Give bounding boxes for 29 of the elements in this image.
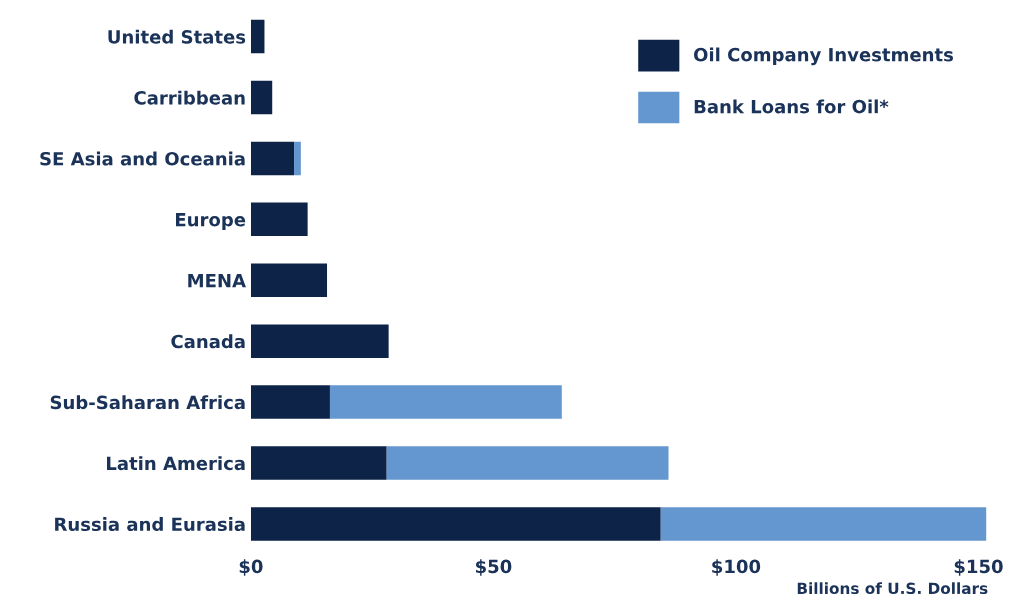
bar xyxy=(250,385,330,419)
x-tick-label: $0 xyxy=(239,559,263,576)
bar xyxy=(329,385,562,419)
bar xyxy=(294,141,301,176)
bar xyxy=(250,324,389,358)
y-tick-label: Carribbean xyxy=(134,90,245,105)
y-tick-label: Sub-Saharan Africa xyxy=(50,395,245,410)
x-axis-title: Billions of U.S. Dollars xyxy=(797,582,988,595)
y-tick-label: Russia and Eurasia xyxy=(55,517,245,532)
bar xyxy=(250,19,265,54)
bar xyxy=(250,446,387,480)
bar xyxy=(250,263,328,298)
legend-label: Bank Loans for Oil* xyxy=(694,99,889,114)
y-tick-label: MENA xyxy=(188,273,246,288)
bar xyxy=(250,141,295,176)
x-tick-label: $50 xyxy=(475,559,512,576)
bar xyxy=(386,446,669,480)
bar xyxy=(250,202,308,237)
bar xyxy=(250,80,273,115)
y-tick-label: Europe xyxy=(176,213,246,230)
y-tick-label: Latin America xyxy=(107,456,245,471)
y-tick-label: Canada xyxy=(171,334,245,349)
y-tick-label: SE Asia and Oceania xyxy=(40,151,245,166)
bar xyxy=(250,507,661,541)
bar xyxy=(660,507,987,541)
x-tick-label: $100 xyxy=(712,559,761,576)
legend-label: Oil Company Investments xyxy=(694,47,953,66)
y-tick-label: United States xyxy=(108,29,246,44)
x-tick-label: $150 xyxy=(954,559,1003,576)
